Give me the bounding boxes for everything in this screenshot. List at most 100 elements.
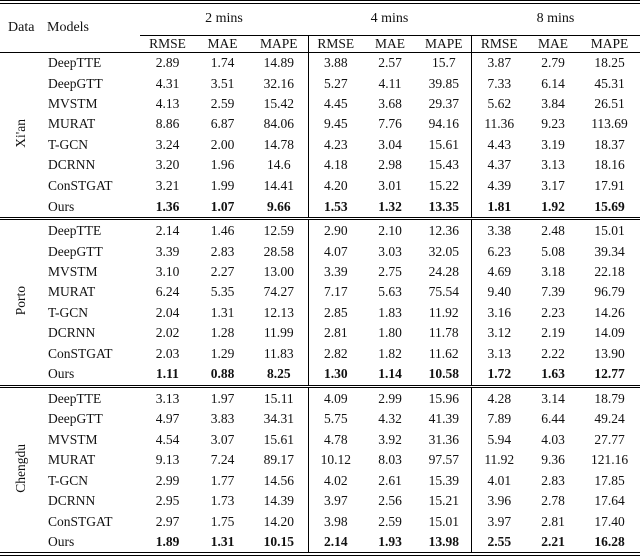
value-cell: 4.97: [155, 411, 180, 427]
value-cell: 4.02: [323, 472, 348, 488]
value-cell: 2.00: [210, 136, 235, 152]
value-cell: 6.23: [487, 243, 512, 259]
value-cell: 3.03: [378, 243, 402, 259]
table-row: DeepGTT 4.31 3.51 32.16 5.27 4.11 39.85 7.33 6.1…: [0, 73, 640, 94]
value-cell: 3.98: [323, 513, 348, 529]
value-cell: 3.21: [155, 177, 180, 193]
value-cell: 10.12: [320, 452, 351, 468]
value-cell: 14.20: [250, 511, 309, 532]
value-cell: 4.78: [323, 431, 348, 447]
model-name-cell: ConSTGAT: [48, 345, 113, 361]
value-cell: 2.04: [155, 304, 180, 320]
value-cell: 8.03: [378, 452, 402, 468]
value-cell: 5.08: [541, 243, 565, 259]
value-cell: 5.27: [323, 75, 348, 91]
value-cell: 1.07: [210, 198, 235, 214]
value-cell: 17.91: [594, 177, 625, 193]
model-name-cell: MURAT: [48, 452, 96, 468]
value-cell: 3.24: [155, 136, 180, 152]
value-cell: 32.16: [250, 73, 309, 94]
value-cell: 15.39: [417, 470, 472, 491]
value-cell: 1.92: [541, 198, 565, 214]
value-cell: 3.39: [155, 243, 180, 259]
value-cell: 12.59: [250, 216, 309, 242]
value-cell: 15.61: [250, 429, 309, 450]
value-cell: 2.81: [541, 513, 565, 529]
value-cell: 9.40: [487, 284, 512, 300]
value-cell: 14.26: [594, 304, 625, 320]
value-cell: 3.10: [155, 263, 180, 279]
value-cell: 13.90: [594, 345, 625, 361]
col-header-models: Models: [47, 19, 89, 35]
value-cell: 3.38: [471, 216, 527, 242]
value-cell: 32.05: [417, 241, 472, 262]
time-group-8mins: 8 mins: [471, 4, 640, 36]
value-cell: 1.83: [378, 304, 402, 320]
col-header-data: Data: [8, 19, 35, 35]
value-cell: 89.17: [250, 449, 309, 471]
value-cell: 3.13: [487, 345, 512, 361]
value-cell: 15.21: [417, 490, 472, 512]
value-cell: 4.20: [323, 177, 348, 193]
value-cell: 3.96: [487, 493, 512, 509]
value-cell: 26.51: [594, 96, 625, 112]
value-cell: 3.92: [378, 431, 402, 447]
value-cell: 2.22: [541, 345, 565, 361]
value-cell: 39.85: [417, 73, 472, 94]
value-cell: 6.87: [210, 116, 235, 132]
metric-header-mae: MAE: [375, 35, 405, 51]
table-row: T-GCN 3.24 2.00 14.78 4.23 3.04 15.61 4.43 3.19 1…: [0, 134, 640, 155]
value-cell: 2.21: [541, 534, 565, 549]
value-cell: 17.40: [594, 513, 625, 529]
value-cell: 15.61: [417, 134, 472, 155]
table-row: ConSTGAT 2.97 1.75 14.20 3.98 2.59 15.01 3.97 2.…: [0, 511, 640, 532]
value-cell: 5.35: [210, 284, 235, 300]
value-cell: 2.14: [140, 216, 195, 242]
value-cell: 18.37: [594, 136, 625, 152]
table-row: MURAT 8.86 6.87 84.06 9.45 7.76 94.16 11.36 9.23…: [0, 114, 640, 135]
model-name-cell: DCRNN: [48, 493, 96, 509]
dataset-label-cell: Porto: [0, 216, 42, 387]
value-cell: 4.28: [471, 384, 527, 409]
value-cell: 14.89: [250, 51, 309, 74]
value-cell: 2.90: [308, 216, 363, 242]
value-cell: 2.59: [378, 513, 402, 529]
model-name-cell: ConSTGAT: [48, 177, 113, 193]
value-cell: 34.31: [250, 408, 309, 430]
value-cell: 11.99: [250, 322, 309, 344]
header-row-metrics: RMSE MAE MAPE RMSE MAE MAPE RMSE MAE MAP…: [0, 35, 640, 52]
dataset-label: Porto: [13, 286, 29, 316]
metric-header-rmse: RMSE: [149, 35, 186, 51]
value-cell: 39.34: [594, 243, 625, 259]
value-cell: 10.58: [417, 363, 472, 387]
dataset-label: Xi'an: [13, 119, 29, 148]
value-cell: 14.39: [250, 490, 309, 512]
value-cell: 3.16: [487, 304, 512, 320]
value-cell: 9.36: [541, 452, 565, 468]
value-cell: 15.22: [417, 175, 472, 196]
model-name-cell: DCRNN: [48, 157, 96, 173]
value-cell: 3.18: [541, 263, 565, 279]
value-cell: 4.54: [155, 431, 180, 447]
value-cell: 8.25: [250, 363, 309, 387]
value-cell: 1.32: [378, 198, 402, 214]
value-cell: 14.78: [250, 134, 309, 155]
value-cell: 29.37: [417, 93, 472, 115]
value-cell: 13.98: [417, 531, 472, 552]
value-cell: 2.57: [363, 51, 417, 74]
value-cell: 31.36: [417, 429, 472, 450]
time-group-2mins: 2 mins: [140, 4, 308, 36]
value-cell: 7.76: [378, 116, 402, 132]
model-name-cell: MVSTM: [48, 263, 98, 279]
table-row: MURAT 9.13 7.24 89.17 10.12 8.03 97.57 11.92 9.3…: [0, 449, 640, 471]
time-group-4mins: 4 mins: [308, 4, 471, 36]
value-cell: 5.94: [487, 431, 512, 447]
value-cell: 4.13: [155, 96, 180, 112]
model-name-cell: Ours: [48, 198, 75, 214]
model-name-cell: T-GCN: [48, 136, 89, 152]
model-name-cell: MVSTM: [48, 431, 98, 447]
value-cell: 11.83: [250, 343, 309, 364]
value-cell: 18.16: [594, 157, 625, 173]
value-cell: 15.11: [250, 384, 309, 409]
